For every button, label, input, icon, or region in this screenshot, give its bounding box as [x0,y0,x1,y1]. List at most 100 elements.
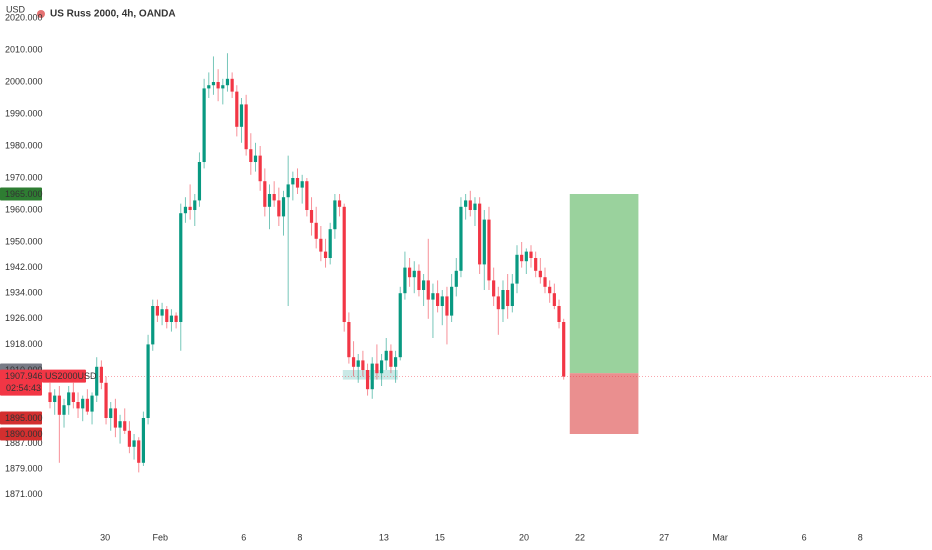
candle-body [473,203,477,211]
candle-body [421,280,426,291]
candle-body [155,306,160,316]
candle-body [305,181,309,211]
candle-body [454,270,458,287]
candle-body [127,430,132,447]
x-tick-label: 8 [858,532,863,542]
y-tick-label: 2000.000 [5,76,43,86]
candle-body [333,200,337,230]
x-tick-label: 6 [802,532,807,542]
candle-body [160,309,164,316]
y-tick-label: 1942.000 [5,262,43,272]
candle-body [436,293,440,307]
candle-body [468,200,472,211]
candle-body [67,392,71,406]
price-badge-label: 1965.000 [5,189,43,199]
candle-body [337,200,342,207]
candle-body [95,366,99,396]
candle-body [239,104,244,127]
candle-body [118,421,122,428]
candle-body [520,254,524,262]
chart-title: US Russ 2000, 4h, OANDA [50,9,176,20]
candle-body [281,197,286,217]
x-tick-label: 15 [435,532,445,542]
price-badge-label: 1895.000 [5,413,43,423]
candle-body [478,203,482,265]
candle-body [295,178,300,188]
candle-body [216,82,220,89]
candle-body [57,395,61,415]
y-tick-label: 2020.000 [5,12,43,22]
loss-zone [569,373,639,434]
candle-body [211,82,216,86]
y-tick-label: 1918.000 [5,339,43,349]
candle-body [375,363,379,374]
y-tick-label: 1950.000 [5,236,43,246]
candle-body [445,296,449,316]
y-tick-label: 1871.000 [5,489,43,499]
x-tick-label: 6 [241,532,246,542]
price-badge [0,427,42,441]
candle-body [534,258,538,271]
candle-body [328,229,332,259]
candle-body [543,277,547,287]
x-tick-label: 27 [659,532,669,542]
price-badge [0,187,42,201]
candle-body [235,91,239,127]
candle-body [165,309,169,323]
candle-body [151,306,155,345]
y-tick-label: 1926.000 [5,313,43,323]
y-tick-label: 2010.000 [5,44,43,54]
last-price-badge [0,369,42,396]
candle-body [137,440,141,463]
candle-body [529,251,533,259]
candle-body [146,344,150,418]
candle-body [207,85,211,89]
candle-body [174,315,178,323]
candle-body [426,280,430,300]
candle-body [253,155,258,163]
candle-body [230,78,234,92]
candle-body [202,88,206,163]
candle-body [81,398,85,409]
candle-body [506,290,510,307]
candle-body [487,219,491,281]
candle-body [188,206,192,211]
candle-body [482,219,486,265]
candle-body [379,360,384,374]
candle-body [85,398,89,412]
candle-body [183,206,188,214]
candle-body [510,283,514,307]
candle-body [123,421,127,431]
candle-body [403,267,407,294]
symbol-icon [37,10,45,18]
candle-body [492,280,496,297]
candle-body [552,293,556,307]
candle-body [309,210,314,223]
x-tick-label: Mar [712,532,728,542]
symbol-badge [42,369,86,383]
candle-body [244,104,248,150]
candle-body [193,200,197,211]
candle-body [319,238,323,252]
y-tick-label: 1879.000 [5,464,43,474]
y-tick-label: 1887.000 [5,438,43,448]
candle-body [141,417,146,463]
candle-body [76,401,80,409]
candle-body [389,350,393,367]
candle-body [62,405,66,415]
candle-body [221,85,225,89]
candle-body [272,194,276,201]
candle-body [562,322,566,377]
candle-body [407,267,412,278]
y-tick-label: 1934.000 [5,288,43,298]
candle-body [548,286,552,294]
last-price-label: 1907.946 [5,371,43,381]
candle-body [48,392,52,402]
candle-body [286,184,290,198]
candle-body [249,149,253,163]
y-tick-label: 1990.000 [5,108,43,118]
candle-body [197,162,202,201]
candle-body [347,322,351,358]
x-tick-label: Feb [152,532,168,542]
candle-body [323,251,328,259]
